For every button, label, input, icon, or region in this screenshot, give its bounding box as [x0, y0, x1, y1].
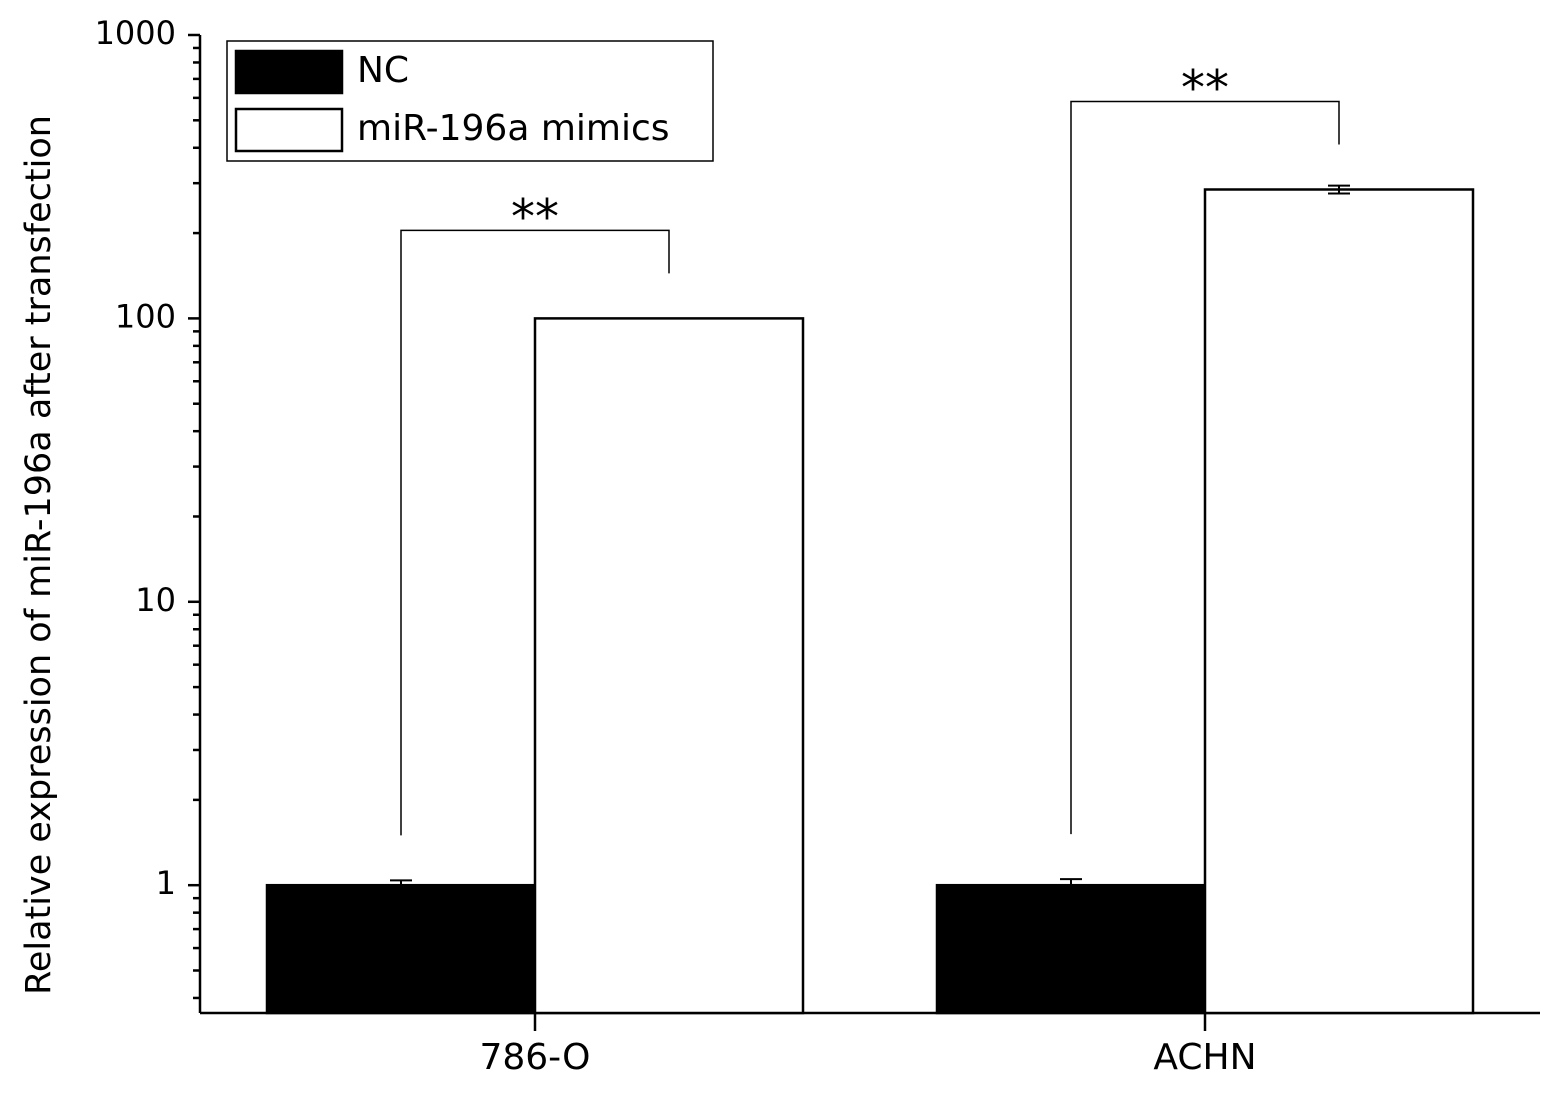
significance-label: ** [511, 189, 559, 245]
y-tick-label: 1 [156, 864, 176, 902]
legend-label: NC [357, 50, 409, 91]
error-bar [1328, 184, 1350, 195]
significance-bracket [1070, 100, 1340, 835]
error-bar [1060, 878, 1082, 893]
significance-label: ** [1181, 60, 1229, 116]
bar [533, 317, 805, 1015]
error-bar [390, 879, 412, 892]
y-tick-label: 100 [115, 297, 176, 335]
legend-swatch [234, 107, 344, 153]
bar [1203, 188, 1475, 1015]
x-tick-label: 786-O [479, 1037, 590, 1078]
bar [265, 883, 537, 1015]
bar [935, 883, 1207, 1015]
y-tick-label: 1000 [95, 14, 176, 52]
legend-label: miR-196a mimics [357, 108, 670, 149]
x-tick-label: ACHN [1153, 1037, 1256, 1078]
significance-bracket [400, 229, 670, 836]
y-axis-label: Relative expression of miR-196a after tr… [19, 115, 59, 995]
legend-swatch [234, 49, 344, 95]
y-tick-label: 10 [135, 581, 176, 619]
